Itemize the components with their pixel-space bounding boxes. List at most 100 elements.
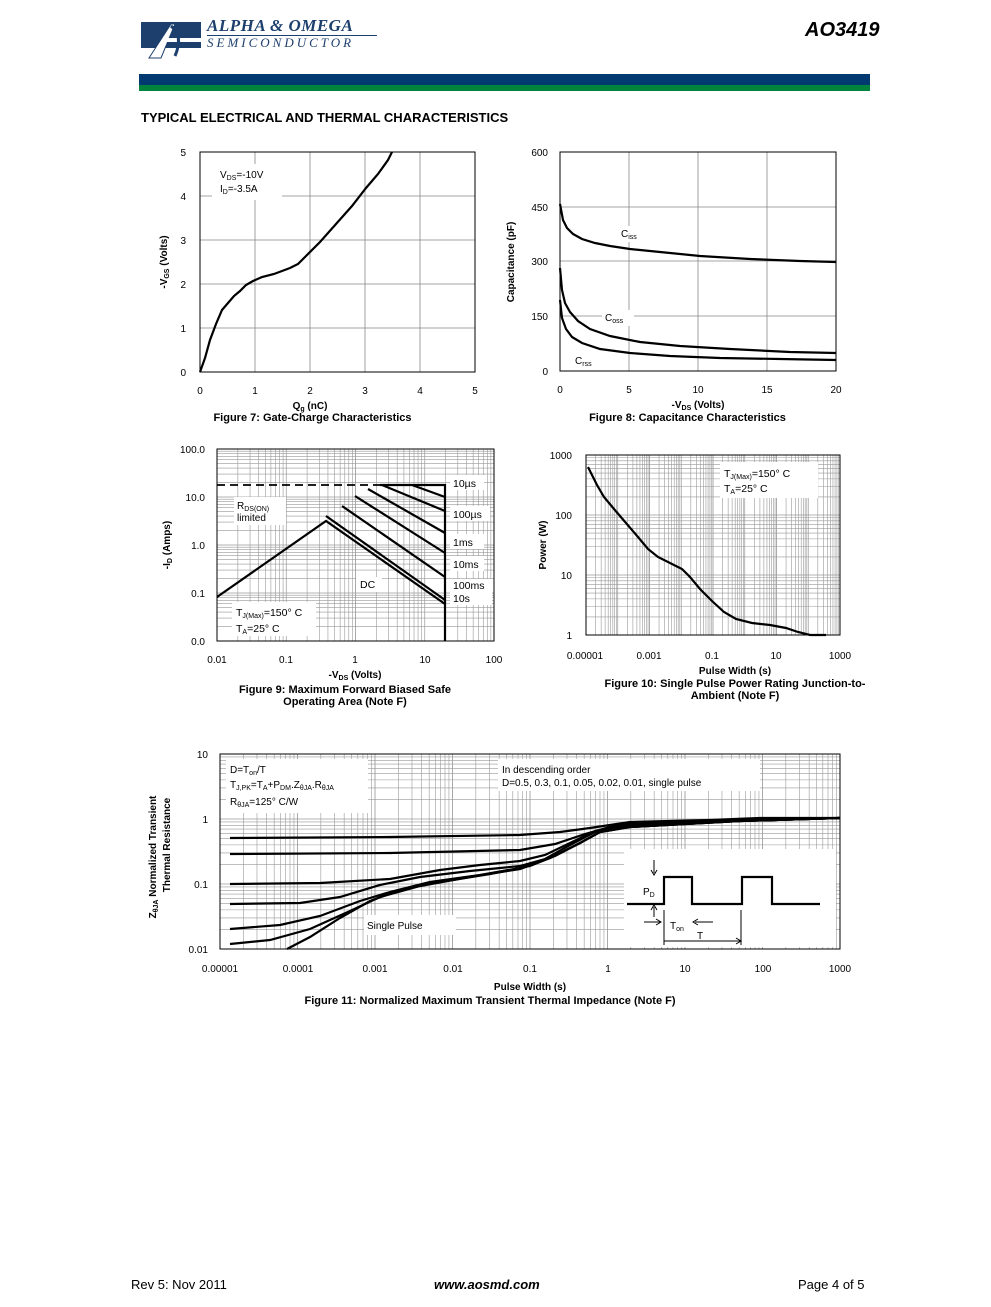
fig10-power-curve	[587, 466, 826, 637]
header-bar-green	[139, 85, 870, 91]
fig10-ytick: 1000	[550, 451, 573, 462]
fig11-order-line2: D=0.5, 0.3, 0.1, 0.05, 0.02, 0.01, singl…	[502, 778, 702, 789]
revision-text: Rev 5: Nov 2011	[131, 1277, 227, 1292]
fig7-xtick: 4	[417, 386, 423, 397]
fig11-ticks: 0.00001 0.0001 0.001 0.01 0.1 1 10 100 1…	[189, 750, 852, 975]
fig9-frame	[216, 448, 495, 642]
fig10-ytick: 1	[566, 631, 572, 642]
fig11-ytick: 10	[197, 750, 209, 761]
fig9-label-100ms: 100ms	[453, 580, 485, 592]
fig9-xlabel: -VDS (Volts)	[329, 670, 382, 682]
fig7-curve	[198, 151, 393, 373]
page-number: Page 4 of 5	[798, 1277, 865, 1292]
fig10-xlabel: Pulse Width (s)	[699, 666, 771, 677]
fig11-order-line1: In descending order	[502, 765, 591, 776]
figure-10-chart: TJ(Max)=150° C TA=25° C 0.00001 0.001 0.…	[538, 451, 852, 677]
fig9-ylabel: -ID (Amps)	[162, 521, 174, 569]
fig7-frame	[199, 151, 476, 373]
fig11-pulse-markers	[644, 860, 742, 945]
fig9-ytick: 100.0	[180, 445, 205, 456]
fig7-ytick: 5	[180, 148, 186, 159]
fig10-caption-line2: Ambient (Note F)	[690, 690, 780, 702]
fig11-xtick: 10	[679, 964, 691, 975]
fig7-annotation-vds: VDS=-10V	[220, 170, 264, 182]
fig8-xlabel: -VDS (Volts)	[672, 400, 725, 412]
fig8-ytick: 300	[531, 257, 548, 268]
fig11-curve-single	[286, 816, 841, 950]
fig11-xlabel: Pulse Width (s)	[494, 982, 566, 993]
figure-7-chart: 0 1 2 3 4 5 0 1 2 3 4 5 VDS=-10V ID=-3.5…	[159, 148, 478, 413]
logo-underline	[207, 35, 377, 36]
fig7-ylabel: -VGS (Volts)	[159, 235, 171, 288]
fig8-ytick: 600	[531, 148, 548, 159]
fig7-ytick: 2	[180, 280, 186, 291]
fig8-xtick: 10	[692, 385, 704, 396]
fig10-frame	[585, 454, 841, 636]
fig7-xtick: 2	[307, 386, 313, 397]
fig7-ytick: 3	[180, 236, 186, 247]
fig10-caption-line1: Figure 10: Single Pulse Power Rating Jun…	[604, 678, 866, 690]
fig9-label-10us: 10µs	[453, 478, 476, 490]
fig9-caption-line1: Figure 9: Maximum Forward Biased Safe	[238, 684, 452, 696]
fig9-ytick: 0.1	[191, 589, 205, 600]
fig8-ylabel: Capacitance (pF)	[506, 222, 517, 303]
fig8-xtick: 5	[626, 385, 632, 396]
fig7-annotation-id: ID=-3.5A	[220, 184, 258, 196]
figure-11-chart: PD Ton T D=Ton/T TJ,PK=TA+PDM.ZθJA.RθJA …	[148, 750, 852, 993]
fig11-ytick: 0.01	[189, 945, 209, 956]
fig8-ytick: 0	[542, 367, 548, 378]
fig8-ciss-curve	[558, 203, 837, 264]
fig10-ticks: 0.00001 0.001 0.1 10 1000 1 10 100 1000	[550, 451, 852, 662]
fig11-curve-d005	[229, 816, 841, 906]
fig10-xtick: 10	[770, 651, 782, 662]
section-title: TYPICAL ELECTRICAL AND THERMAL CHARACTER…	[141, 110, 509, 125]
fig11-xtick: 0.00001	[202, 964, 239, 975]
figure-11-caption: Figure 11: Normalized Maximum Transient …	[304, 995, 676, 1007]
fig11-rtheta-label: RθJA=125° C/W	[230, 797, 299, 809]
fig9-10us-curve	[411, 483, 446, 499]
fig11-ylabel-line2: Thermal Resistance	[162, 797, 173, 892]
fig7-ticks: 0 1 2 3 4 5 0 1 2 3 4 5	[180, 148, 478, 397]
fig11-tj-formula: TJ,PK=TA+PDM.ZθJA.RθJA	[230, 780, 334, 792]
fig8-coss-curve	[558, 267, 837, 355]
fig7-ytick: 0	[180, 368, 186, 379]
figure-7-caption: Figure 7: Gate-Charge Characteristics	[213, 412, 412, 424]
fig9-rdson-label: RDS(ON)	[237, 501, 269, 513]
fig9-xtick: 100	[486, 655, 503, 666]
fig8-xtick: 20	[830, 385, 842, 396]
fig10-ytick: 100	[555, 511, 572, 522]
fig8-crss-curve	[558, 299, 837, 362]
fig10-xtick: 1000	[829, 651, 852, 662]
fig11-ytick: 0.1	[194, 880, 208, 891]
fig7-xlabel: Qg (nC)	[293, 401, 328, 413]
fig9-rdson-label2: limited	[237, 513, 266, 524]
fig7-xtick: 0	[197, 386, 203, 397]
fig11-pd-label: PD	[643, 887, 655, 899]
fig9-caption-line2: Operating Area (Note F)	[283, 696, 407, 708]
fig11-xtick: 0.001	[362, 964, 387, 975]
fig11-ylabel-line1: ZθJA Normalized Transient	[148, 795, 160, 918]
fig9-xtick: 0.01	[207, 655, 227, 666]
fig9-100ms-curve	[341, 505, 446, 578]
fig9-xtick: 0.1	[279, 655, 293, 666]
fig9-label-100us: 100µs	[453, 509, 482, 521]
fig7-ytick: 1	[180, 324, 186, 335]
fig9-label-10s: 10s	[453, 593, 470, 605]
fig8-ticks: 0 5 10 15 20 0 150 300 450 600	[531, 148, 842, 396]
fig11-curves	[229, 816, 841, 950]
fig10-ta-label: TA=25° C	[724, 483, 768, 496]
website-link[interactable]: www.aosmd.com	[434, 1277, 540, 1292]
fig10-ylabel: Power (W)	[538, 521, 549, 570]
fig7-xtick: 3	[362, 386, 368, 397]
fig9-tj-label: TJ(Max)=150° C	[236, 607, 303, 620]
fig11-ton-label: Ton	[670, 921, 684, 933]
fig8-crss-label: Crss	[575, 356, 592, 368]
fig8-coss-label: Coss	[605, 313, 624, 325]
fig10-tj-label: TJ(Max)=150° C	[724, 468, 791, 481]
fig9-ticks: 0.01 0.1 1 10 100 0.0 0.1 1.0 10.0 100.0	[180, 445, 503, 666]
fig9-limit-line	[380, 483, 447, 641]
fig10-xtick: 0.1	[705, 651, 719, 662]
fig9-xtick: 1	[352, 655, 358, 666]
fig11-xtick: 100	[755, 964, 772, 975]
fig8-ytick: 150	[531, 312, 548, 323]
